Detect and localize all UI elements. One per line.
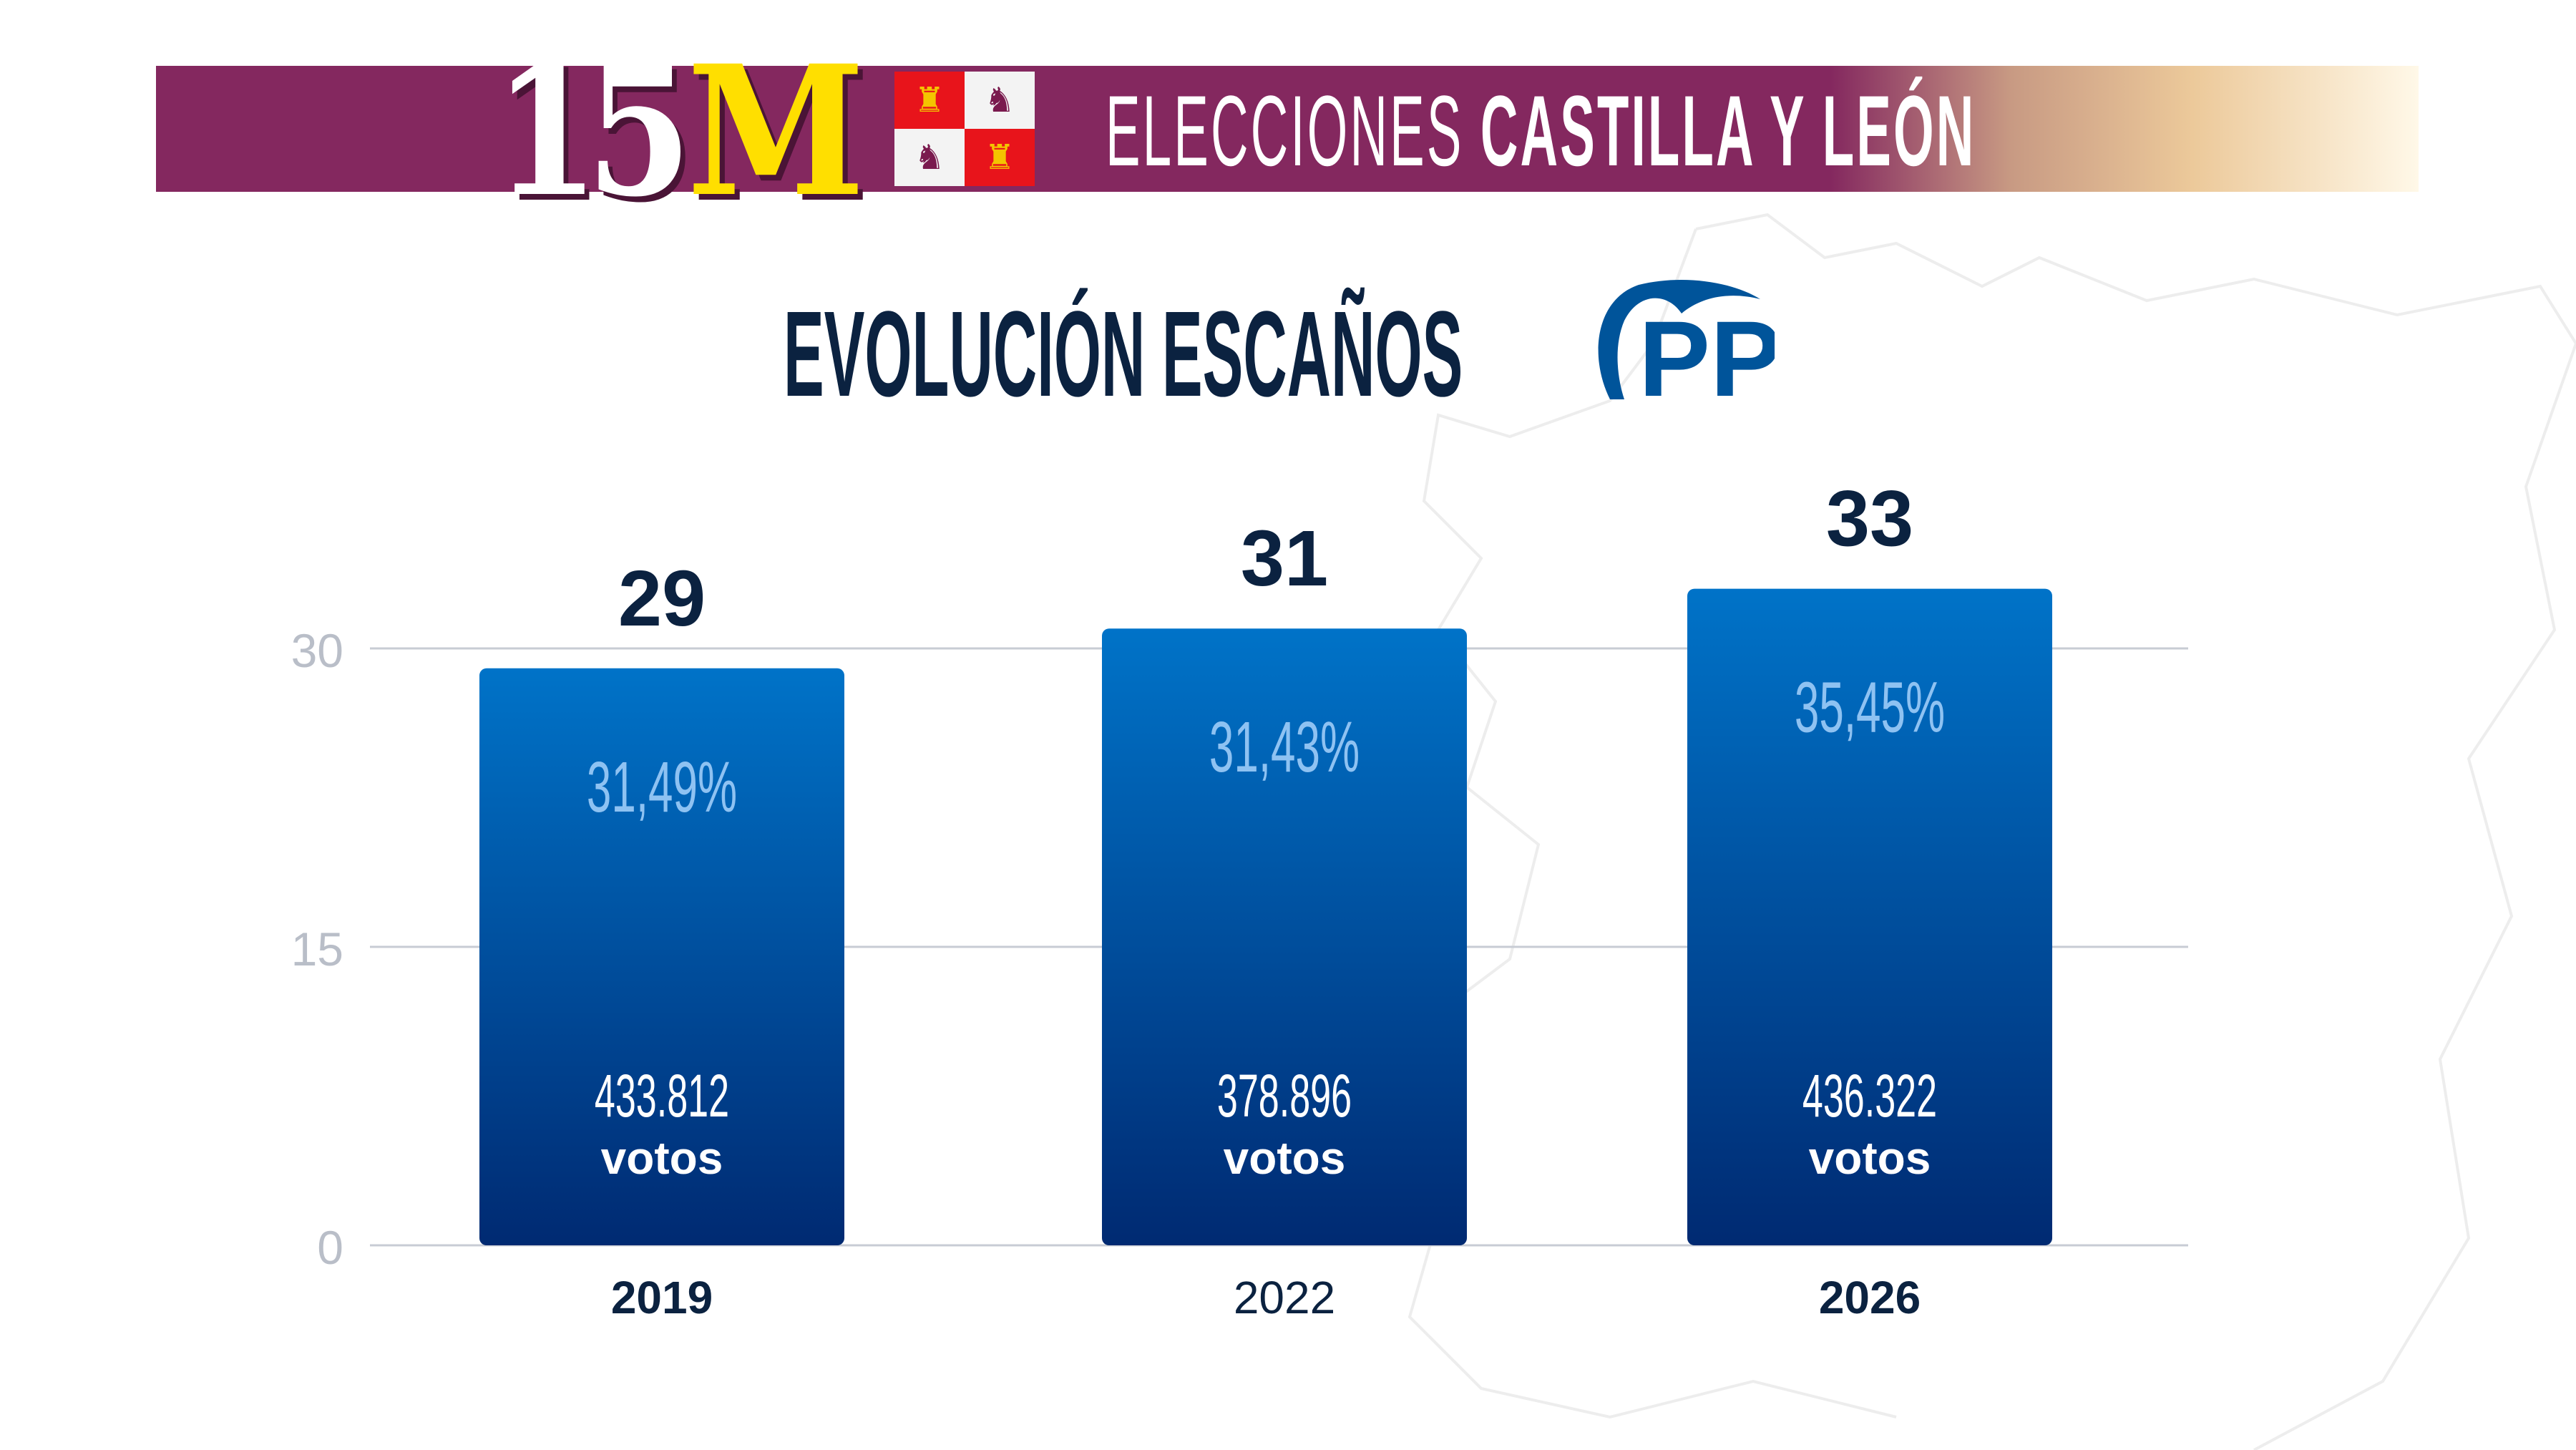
pp-logo-icon: PP	[1598, 279, 1775, 407]
logo-number: 15	[494, 26, 692, 236]
vote-share-label: 31,49%	[587, 747, 737, 827]
castilla-leon-flag-icon: ♜ ♞ ♞ ♜	[894, 72, 1035, 186]
page-title: EVOLUCIÓN ESCAÑOS	[784, 286, 1463, 422]
votes-count-label: 378.896	[1217, 1062, 1352, 1129]
bar-2019	[479, 668, 844, 1245]
seat-value-label: 29	[618, 555, 706, 643]
pp-logo-text: PP	[1639, 298, 1775, 407]
seat-value-label: 31	[1241, 515, 1328, 603]
vote-share-label: 31,43%	[1209, 707, 1360, 787]
x-tick-label: 2026	[1819, 1272, 1921, 1323]
banner-title: ELECCIONES CASTILLA Y LEÓN	[1106, 77, 1976, 185]
bar-2026	[1687, 588, 2052, 1245]
banner-region: CASTILLA Y LEÓN	[1480, 74, 1976, 187]
y-tick-label: 0	[317, 1221, 343, 1274]
vote-share-label: 35,45%	[1795, 667, 1945, 747]
logo-letter: M	[686, 26, 865, 236]
header-banner	[156, 66, 2419, 192]
y-tick-label: 15	[291, 923, 343, 975]
seat-value-label: 33	[1826, 475, 1913, 563]
bar-2022	[1102, 628, 1467, 1245]
x-tick-label: 2022	[1234, 1272, 1335, 1323]
x-tick-label: 2019	[611, 1272, 713, 1323]
votes-count-label: 433.812	[595, 1062, 729, 1129]
background-map	[1395, 213, 2576, 1450]
banner-prefix: ELECCIONES	[1106, 74, 1464, 187]
votes-unit-label: votos	[1224, 1132, 1346, 1184]
votes-unit-label: votos	[601, 1132, 723, 1184]
y-tick-label: 30	[291, 624, 343, 677]
15m-logo: 15 M	[494, 26, 885, 236]
votes-count-label: 436.322	[1802, 1062, 1937, 1129]
votes-unit-label: votos	[1809, 1132, 1931, 1184]
